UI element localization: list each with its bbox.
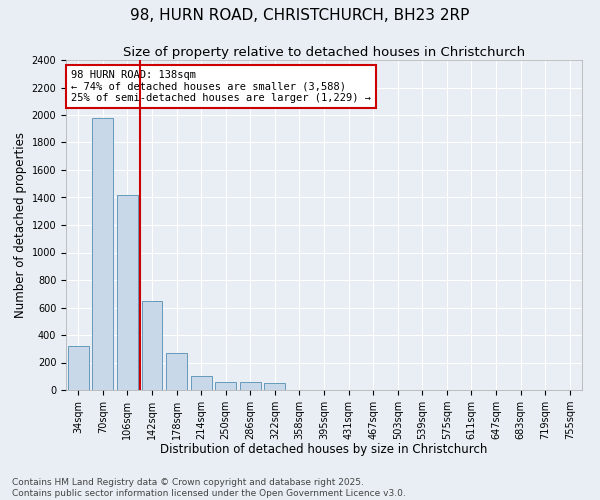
Bar (68, 346, 89, 390)
Title: Size of property relative to detached houses in Christchurch: Size of property relative to detached ho… (123, 46, 525, 59)
Bar (117, 194, 138, 390)
Bar (265, 383, 286, 390)
Text: 98 HURN ROAD: 138sqm
← 74% of detached houses are smaller (3,588)
25% of semi-de: 98 HURN ROAD: 138sqm ← 74% of detached h… (71, 70, 371, 103)
Bar (92, 118, 113, 390)
Y-axis label: Number of detached properties: Number of detached properties (14, 132, 28, 318)
Text: 98, HURN ROAD, CHRISTCHURCH, BH23 2RP: 98, HURN ROAD, CHRISTCHURCH, BH23 2RP (130, 8, 470, 22)
Bar (142, 300, 163, 390)
Text: Contains HM Land Registry data © Crown copyright and database right 2025.
Contai: Contains HM Land Registry data © Crown c… (12, 478, 406, 498)
Bar (166, 353, 187, 390)
X-axis label: Distribution of detached houses by size in Christchurch: Distribution of detached houses by size … (160, 444, 488, 456)
Bar (191, 376, 212, 390)
Bar (240, 382, 261, 390)
Bar (215, 382, 236, 390)
